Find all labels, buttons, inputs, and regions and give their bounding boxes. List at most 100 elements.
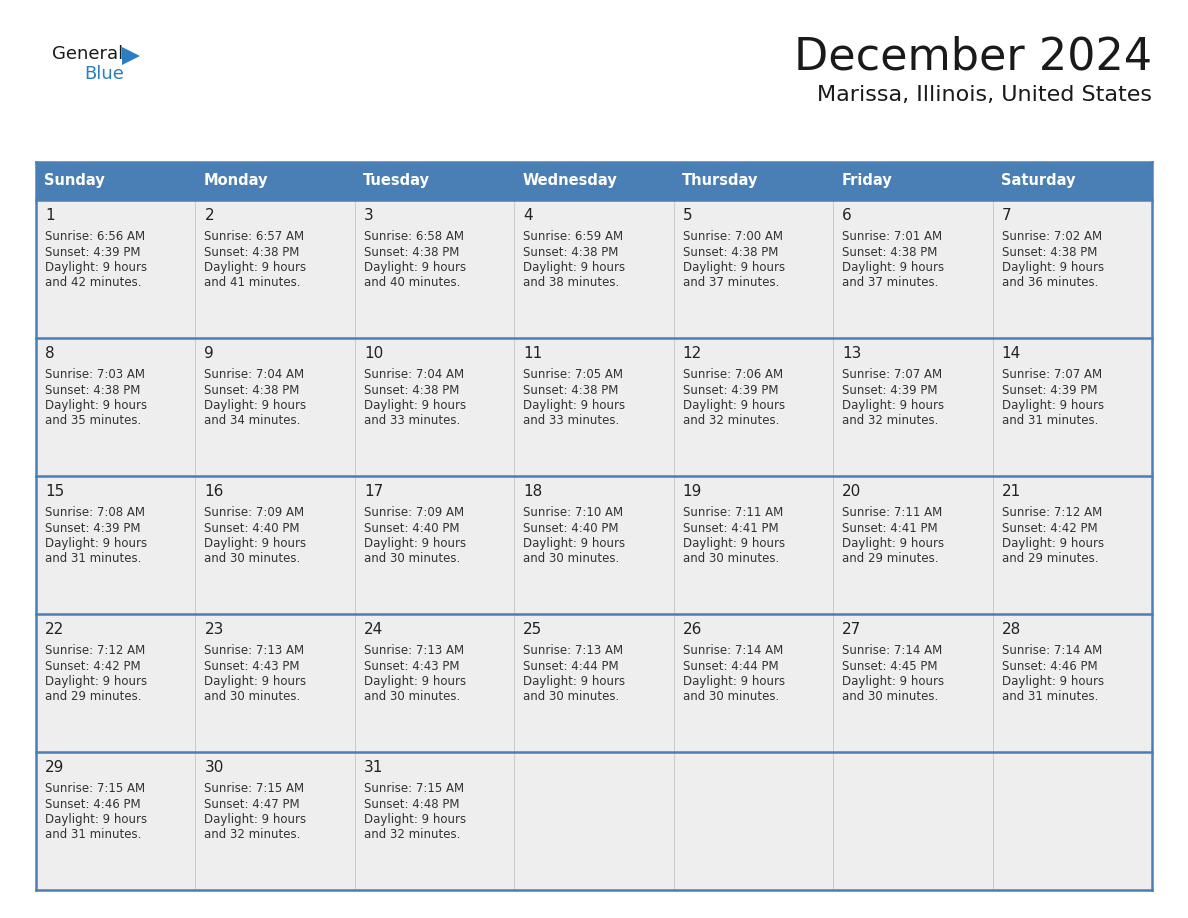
Bar — [833, 752, 992, 890]
Text: 8: 8 — [45, 346, 55, 361]
Text: Friday: Friday — [841, 174, 892, 188]
Text: Daylight: 9 hours: Daylight: 9 hours — [364, 261, 466, 274]
Text: and 32 minutes.: and 32 minutes. — [683, 415, 779, 428]
Text: and 30 minutes.: and 30 minutes. — [364, 553, 460, 565]
Bar — [992, 752, 1152, 890]
Bar — [674, 476, 833, 614]
Text: Sunset: 4:47 PM: Sunset: 4:47 PM — [204, 798, 301, 811]
Text: Sunrise: 7:08 AM: Sunrise: 7:08 AM — [45, 506, 145, 519]
Bar — [992, 338, 1152, 476]
Text: Sunset: 4:45 PM: Sunset: 4:45 PM — [842, 659, 937, 673]
Text: 3: 3 — [364, 208, 373, 223]
Text: Sunrise: 7:10 AM: Sunrise: 7:10 AM — [523, 506, 624, 519]
Text: Sunrise: 7:04 AM: Sunrise: 7:04 AM — [364, 368, 465, 381]
Polygon shape — [122, 47, 140, 65]
Text: Sunrise: 7:14 AM: Sunrise: 7:14 AM — [1001, 644, 1101, 657]
Text: 22: 22 — [45, 622, 64, 637]
Text: Daylight: 9 hours: Daylight: 9 hours — [1001, 675, 1104, 688]
Text: Daylight: 9 hours: Daylight: 9 hours — [45, 537, 147, 550]
Text: Daylight: 9 hours: Daylight: 9 hours — [204, 261, 307, 274]
Text: Sunset: 4:42 PM: Sunset: 4:42 PM — [1001, 521, 1098, 534]
Text: and 30 minutes.: and 30 minutes. — [204, 690, 301, 703]
Text: 2: 2 — [204, 208, 214, 223]
Text: Sunrise: 7:15 AM: Sunrise: 7:15 AM — [204, 782, 304, 795]
Text: Sunset: 4:40 PM: Sunset: 4:40 PM — [204, 521, 299, 534]
Text: Daylight: 9 hours: Daylight: 9 hours — [45, 675, 147, 688]
Text: 28: 28 — [1001, 622, 1020, 637]
Text: Sunrise: 7:13 AM: Sunrise: 7:13 AM — [364, 644, 465, 657]
Text: Sunset: 4:46 PM: Sunset: 4:46 PM — [45, 798, 140, 811]
Text: Sunset: 4:38 PM: Sunset: 4:38 PM — [364, 245, 460, 259]
Bar — [674, 752, 833, 890]
Text: and 33 minutes.: and 33 minutes. — [364, 415, 460, 428]
Text: Sunset: 4:38 PM: Sunset: 4:38 PM — [683, 245, 778, 259]
Text: Sunrise: 7:02 AM: Sunrise: 7:02 AM — [1001, 230, 1101, 243]
Text: Daylight: 9 hours: Daylight: 9 hours — [523, 261, 625, 274]
Bar — [514, 752, 674, 890]
Bar — [36, 338, 196, 476]
Text: Tuesday: Tuesday — [362, 174, 430, 188]
Text: Sunset: 4:38 PM: Sunset: 4:38 PM — [204, 245, 299, 259]
Text: Sunset: 4:46 PM: Sunset: 4:46 PM — [1001, 659, 1098, 673]
Text: 1: 1 — [45, 208, 55, 223]
Text: 7: 7 — [1001, 208, 1011, 223]
Text: Sunset: 4:39 PM: Sunset: 4:39 PM — [683, 384, 778, 397]
Text: Sunrise: 7:06 AM: Sunrise: 7:06 AM — [683, 368, 783, 381]
Text: Sunrise: 7:07 AM: Sunrise: 7:07 AM — [1001, 368, 1101, 381]
Text: Daylight: 9 hours: Daylight: 9 hours — [683, 261, 785, 274]
Text: and 30 minutes.: and 30 minutes. — [683, 690, 779, 703]
Bar — [196, 200, 355, 338]
Text: and 31 minutes.: and 31 minutes. — [45, 829, 141, 842]
Text: 14: 14 — [1001, 346, 1020, 361]
Bar — [355, 614, 514, 752]
Bar — [36, 614, 196, 752]
Text: 13: 13 — [842, 346, 861, 361]
Bar — [514, 476, 674, 614]
Bar — [36, 476, 196, 614]
Text: Sunset: 4:38 PM: Sunset: 4:38 PM — [204, 384, 299, 397]
Bar — [196, 752, 355, 890]
Text: Sunset: 4:41 PM: Sunset: 4:41 PM — [683, 521, 778, 534]
Text: Daylight: 9 hours: Daylight: 9 hours — [45, 261, 147, 274]
Text: 29: 29 — [45, 760, 64, 775]
Text: Sunrise: 6:56 AM: Sunrise: 6:56 AM — [45, 230, 145, 243]
Text: 21: 21 — [1001, 484, 1020, 499]
Text: Sunset: 4:39 PM: Sunset: 4:39 PM — [1001, 384, 1097, 397]
Text: Sunrise: 7:13 AM: Sunrise: 7:13 AM — [523, 644, 624, 657]
Text: Sunrise: 7:01 AM: Sunrise: 7:01 AM — [842, 230, 942, 243]
Text: Sunrise: 7:15 AM: Sunrise: 7:15 AM — [45, 782, 145, 795]
Text: Daylight: 9 hours: Daylight: 9 hours — [1001, 399, 1104, 412]
Text: Sunset: 4:41 PM: Sunset: 4:41 PM — [842, 521, 937, 534]
Text: Sunday: Sunday — [44, 174, 105, 188]
Text: Sunrise: 7:09 AM: Sunrise: 7:09 AM — [364, 506, 465, 519]
Text: Sunrise: 7:00 AM: Sunrise: 7:00 AM — [683, 230, 783, 243]
Text: 6: 6 — [842, 208, 852, 223]
Text: and 30 minutes.: and 30 minutes. — [683, 553, 779, 565]
Text: 25: 25 — [523, 622, 543, 637]
Bar — [196, 476, 355, 614]
Text: 9: 9 — [204, 346, 214, 361]
Text: and 30 minutes.: and 30 minutes. — [842, 690, 939, 703]
Text: Sunrise: 7:15 AM: Sunrise: 7:15 AM — [364, 782, 465, 795]
Bar — [992, 162, 1152, 200]
Text: and 30 minutes.: and 30 minutes. — [523, 553, 619, 565]
Text: Daylight: 9 hours: Daylight: 9 hours — [523, 675, 625, 688]
Text: 24: 24 — [364, 622, 383, 637]
Text: Sunrise: 7:11 AM: Sunrise: 7:11 AM — [683, 506, 783, 519]
Text: Sunrise: 7:05 AM: Sunrise: 7:05 AM — [523, 368, 624, 381]
Text: Sunrise: 7:04 AM: Sunrise: 7:04 AM — [204, 368, 304, 381]
Bar — [355, 338, 514, 476]
Text: 27: 27 — [842, 622, 861, 637]
Text: Sunrise: 7:12 AM: Sunrise: 7:12 AM — [45, 644, 145, 657]
Bar — [196, 162, 355, 200]
Text: Monday: Monday — [203, 174, 268, 188]
Text: Daylight: 9 hours: Daylight: 9 hours — [683, 399, 785, 412]
Bar — [196, 338, 355, 476]
Text: Daylight: 9 hours: Daylight: 9 hours — [204, 399, 307, 412]
Text: Sunrise: 7:07 AM: Sunrise: 7:07 AM — [842, 368, 942, 381]
Text: Daylight: 9 hours: Daylight: 9 hours — [842, 399, 944, 412]
Bar — [196, 614, 355, 752]
Text: Daylight: 9 hours: Daylight: 9 hours — [683, 537, 785, 550]
Text: and 31 minutes.: and 31 minutes. — [1001, 415, 1098, 428]
Text: Sunrise: 7:11 AM: Sunrise: 7:11 AM — [842, 506, 942, 519]
